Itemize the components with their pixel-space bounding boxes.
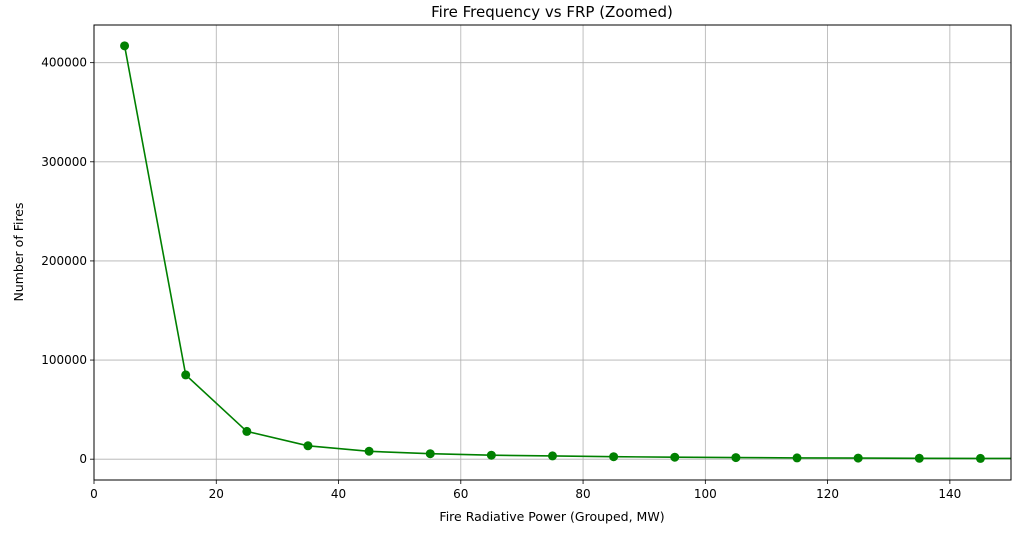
data-point: [731, 453, 741, 463]
plot-background: [94, 25, 1011, 480]
y-tick-label: 200000: [41, 254, 87, 268]
data-series: [120, 41, 1011, 463]
data-point: [486, 450, 496, 460]
data-point: [242, 426, 252, 436]
data-point: [670, 452, 680, 462]
x-tick-label: 100: [694, 487, 717, 501]
data-point: [425, 449, 435, 459]
data-point: [120, 41, 130, 51]
data-point: [792, 453, 802, 463]
data-point: [303, 441, 313, 451]
data-point: [364, 446, 374, 456]
x-tick-label: 20: [209, 487, 224, 501]
y-tick-label: 0: [79, 452, 87, 466]
y-axis-ticks: 0 100000 200000 300000 400000: [41, 56, 94, 466]
y-tick-label: 400000: [41, 56, 87, 70]
x-tick-label: 140: [938, 487, 961, 501]
x-tick-label: 0: [90, 487, 98, 501]
data-point: [609, 452, 619, 462]
x-axis-ticks: 0 20 40 60 80 100 120 140: [90, 480, 961, 501]
data-point: [548, 451, 557, 461]
y-axis-title: Number of Fires: [11, 202, 26, 301]
data-point: [853, 453, 863, 463]
data-point: [181, 370, 191, 380]
y-tick-label: 300000: [41, 155, 87, 169]
x-tick-label: 40: [331, 487, 346, 501]
x-tick-label: 120: [816, 487, 839, 501]
x-axis-title: Fire Radiative Power (Grouped, MW): [439, 509, 664, 524]
x-tick-label: 80: [575, 487, 590, 501]
data-point: [914, 453, 924, 463]
data-point: [975, 453, 985, 463]
series-line: [123, 45, 1011, 460]
y-tick-label: 100000: [41, 353, 87, 367]
x-tick-label: 60: [453, 487, 468, 501]
plot-frame: [93, 24, 1012, 481]
chart-title: Fire Frequency vs FRP (Zoomed): [431, 3, 673, 21]
